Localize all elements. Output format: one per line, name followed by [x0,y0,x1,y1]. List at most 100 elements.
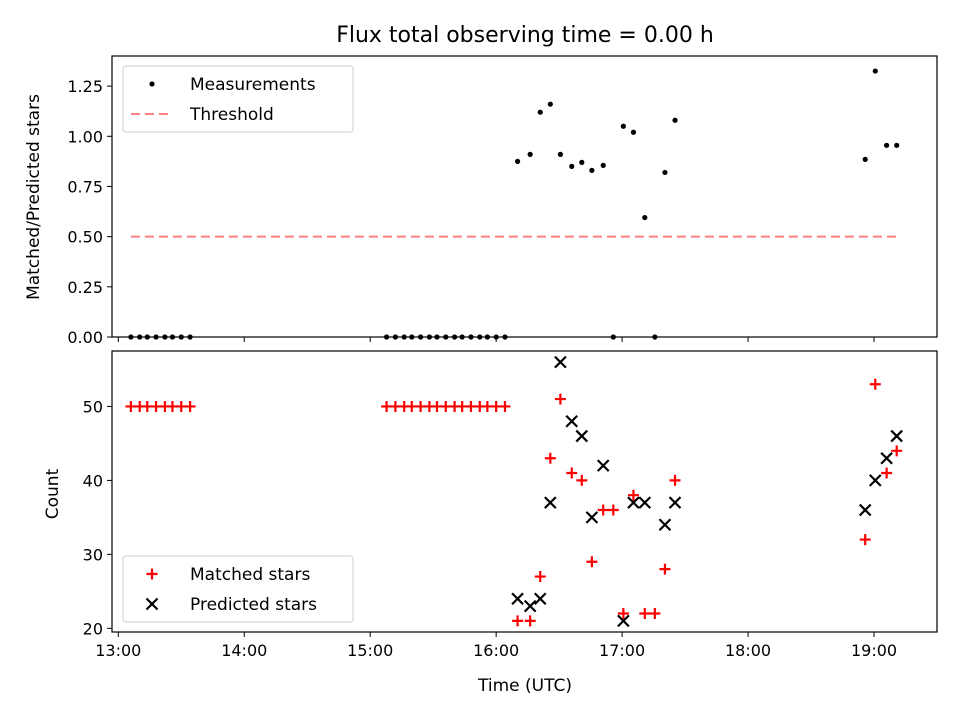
x-axis-label: Time (UTC) [477,676,572,696]
measurement-point [137,334,143,340]
matched-stars-point [597,504,609,516]
matched-stars-point [512,615,524,627]
measurement-point [662,169,668,176]
legend: Matched stars Predicted stars [122,555,354,623]
x-tick-label: 14:00 [221,641,267,660]
legend-box [122,65,354,133]
measurement-point [527,151,533,157]
measurement-point [162,334,168,340]
measurement-point [169,334,176,340]
measurement-point [569,163,575,169]
predicted-stars-point [858,503,872,517]
legend-label: Threshold [189,105,274,125]
top-plot: 0.00 0.25 0.50 0.75 1.00 1.25 Measurements Thre… [67,55,938,347]
predicted-stars-point [565,414,579,428]
matched-stars-point [617,608,629,620]
measurement-point [652,334,658,340]
measurement-point [894,142,900,148]
predicted-stars-point [638,496,652,509]
predicted-stars-point [575,429,589,443]
matched-stars-point [607,504,619,516]
y-tick-label: 30 [83,545,103,564]
axes-frame [111,350,938,633]
top-chart-title: Flux total observing time = 0.00 h [336,23,714,48]
predicted-stars-point [544,496,557,509]
measurement-point [610,334,616,340]
matched-stars-point [566,467,578,479]
predicted-stars-point [511,592,524,606]
measurement-point [153,334,159,340]
measurement-point [128,334,134,340]
matched-stars-point [891,445,903,457]
legend: Measurements Threshold [122,65,354,133]
y-tick-label: 0.00 [67,328,103,347]
measurement-point [392,334,398,340]
measurement-point [672,117,678,123]
legend-marker-dot [149,81,155,87]
predicted-stars-point [533,592,547,606]
legend-box [122,555,354,623]
predicted-stars-point [890,429,903,443]
predicted-stars-point [880,451,893,465]
bottom-y-axis-label: Count [43,468,63,519]
measurement-point [642,214,648,221]
measurement-point [477,334,483,340]
y-tick-label: 50 [83,397,103,416]
measurement-point [451,334,458,340]
matched-stars-point [499,400,511,412]
predicted-stars-point [585,511,599,524]
measurement-point [884,142,890,148]
matched-stars-point [554,393,566,405]
series-matched-stars [125,378,903,627]
predicted-stars-point [617,614,630,628]
predicted-stars-point [596,459,610,472]
matched-stars-point [669,474,681,486]
legend-label: Measurements [190,75,316,95]
y-tick-label: 0.25 [67,278,103,297]
measurement-point [872,68,878,74]
y-tick-label: 0.75 [67,177,103,196]
measurement-point [409,334,415,340]
x-tick-label: 17:00 [599,641,645,660]
bottom-plot: 13:00 14:00 15:00 16:00 17:00 18:00 19:00 20 30 4… [83,350,938,660]
matched-stars-point [881,467,893,479]
measurement-point [502,334,508,340]
matched-stars-point [586,556,598,568]
measurement-point [426,334,433,340]
x-tick-label: 16:00 [473,641,519,660]
x-tick-label: 15:00 [347,641,393,660]
measurement-point [468,334,474,340]
legend-label: Predicted stars [190,595,317,615]
measurement-point [862,156,868,162]
matched-stars-point [659,563,671,575]
measurement-point [630,129,637,135]
measurement-point [493,334,499,340]
series-predicted-stars [511,355,903,628]
matched-stars-point [524,615,536,627]
measurement-point [443,334,449,340]
measurement-point [484,334,490,340]
y-tick-label: 1.25 [67,77,103,96]
matched-stars-point [627,489,639,501]
matched-stars-point [576,474,588,486]
measurement-point [547,101,553,107]
measurement-point [178,334,184,340]
measurement-point [401,334,407,340]
matched-stars-point [869,378,881,390]
legend-label: Matched stars [190,565,310,585]
predicted-stars-point [869,474,882,487]
measurement-point [589,167,595,174]
x-tick-label: 13:00 [95,641,141,660]
predicted-stars-point [523,599,537,613]
matched-stars-point [859,534,871,546]
axes-frame [111,55,938,338]
measurement-point [459,334,465,340]
measurement-point [557,151,563,157]
measurement-point [187,334,193,340]
y-tick-label: 1.00 [67,127,103,146]
x-tick-label: 19:00 [851,641,897,660]
measurement-point [417,334,424,340]
measurement-point [620,123,626,129]
y-tick-label: 20 [83,619,103,638]
